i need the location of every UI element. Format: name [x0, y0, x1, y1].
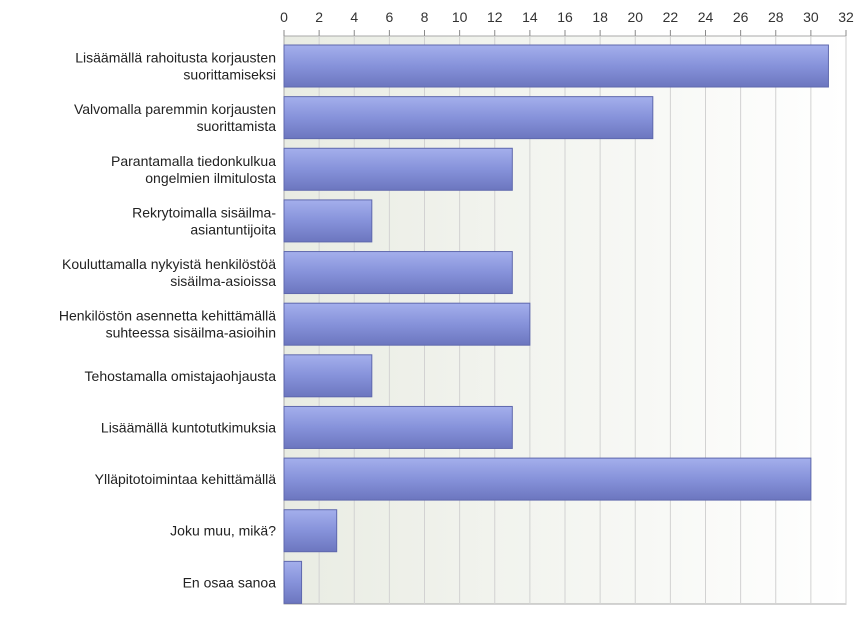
- category-label: Tehostamalla omistajaohjausta: [85, 368, 277, 384]
- x-tick-label: 30: [803, 9, 819, 25]
- x-tick-label: 32: [838, 9, 854, 25]
- bar: [283, 560, 303, 604]
- bar: [283, 199, 373, 243]
- bar: [283, 251, 513, 295]
- category-label: En osaa sanoa: [183, 574, 277, 590]
- bar: [283, 405, 513, 449]
- category-label: Ylläpitotoimintaa kehittämällä: [95, 471, 277, 487]
- x-tick-label: 4: [350, 9, 358, 25]
- x-tick-label: 2: [315, 9, 323, 25]
- bar: [283, 147, 513, 191]
- category-label: Parantamalla tiedonkulkua ongelmien ilmit…: [111, 153, 276, 186]
- category-label: Joku muu, mikä?: [170, 523, 276, 539]
- bar: [283, 457, 812, 501]
- x-tick-label: 10: [452, 9, 468, 25]
- category-label: Kouluttamalla nykyistä henkilöstöä sisäil…: [62, 256, 276, 289]
- bar: [283, 509, 338, 553]
- category-label: Lisäämällä kuntotutkimuksia: [101, 419, 276, 435]
- category-label: Henkilöstön asennetta kehittämällä suhtee…: [59, 308, 276, 341]
- category-labels: Lisäämällä rahoitusta korjausten suoritta…: [59, 50, 276, 591]
- category-label: Rekrytoimalla sisäilma-asiantuntijoita: [132, 204, 276, 237]
- x-tick-label: 24: [698, 9, 714, 25]
- x-tick-label: 28: [768, 9, 784, 25]
- bar: [283, 96, 654, 140]
- x-tick-label: 18: [592, 9, 608, 25]
- x-tick-label: 16: [557, 9, 573, 25]
- bar: [283, 44, 829, 88]
- category-label: Valvomalla paremmin korjausten suorittami…: [74, 101, 276, 134]
- category-label: Lisäämällä rahoitusta korjausten suoritta…: [75, 50, 276, 83]
- x-tick-label: 0: [280, 9, 288, 25]
- bar: [283, 302, 531, 346]
- x-axis-ticks: 0 2 4 6 8 10 12 14 16 18 20 22 24 26 28 30 32: [280, 9, 854, 36]
- x-tick-label: 8: [421, 9, 429, 25]
- x-tick-label: 20: [627, 9, 643, 25]
- x-tick-label: 6: [385, 9, 393, 25]
- bars: [283, 44, 829, 604]
- bar: [283, 354, 373, 398]
- x-tick-label: 12: [487, 9, 503, 25]
- x-tick-label: 26: [733, 9, 749, 25]
- x-tick-label: 22: [663, 9, 679, 25]
- x-tick-label: 14: [522, 9, 538, 25]
